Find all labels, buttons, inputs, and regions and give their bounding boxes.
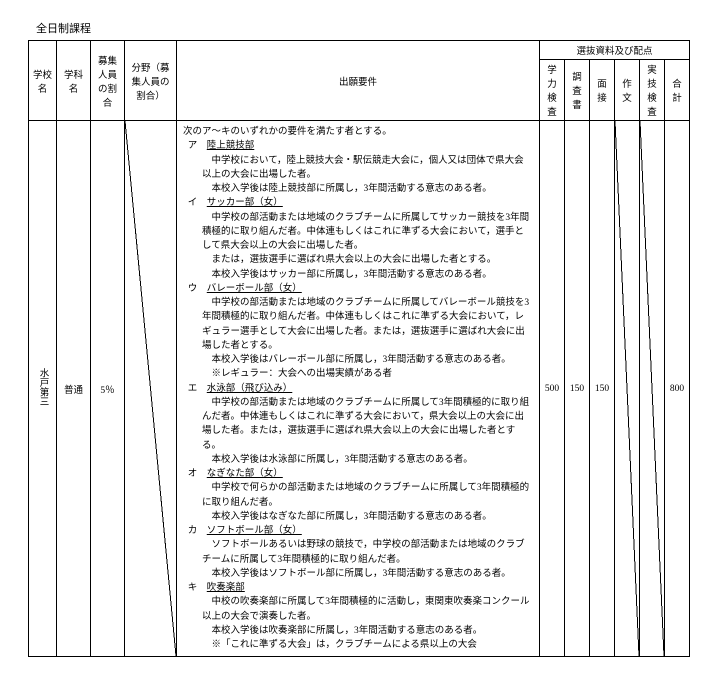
th-col-1: 調査書 bbox=[564, 60, 589, 121]
th-col-5: 合計 bbox=[664, 60, 689, 121]
th-dept: 学科名 bbox=[57, 41, 91, 121]
cell-field bbox=[125, 121, 177, 657]
th-req: 出願要件 bbox=[177, 41, 540, 121]
cell-score-goukei: 800 bbox=[664, 121, 689, 657]
main-table: 学校名 学科名 募集人員の割合 分野（募集人員の割合） 出願要件 選抜資料及び配… bbox=[28, 40, 690, 657]
table-row: 水戸第三 普通 5％ 次のア～キのいずれかの要件を満たす者とする。ア 陸上競技部… bbox=[29, 121, 690, 657]
cell-school: 水戸第三 bbox=[29, 121, 57, 657]
th-col-0: 学力検査 bbox=[539, 60, 564, 121]
th-ratio: 募集人員の割合 bbox=[91, 41, 125, 121]
th-selection-group: 選抜資料及び配点 bbox=[539, 41, 689, 60]
page-title: 全日制課程 bbox=[36, 20, 690, 36]
th-field: 分野（募集人員の割合） bbox=[125, 41, 177, 121]
cell-ratio: 5％ bbox=[91, 121, 125, 657]
th-col-3: 作文 bbox=[614, 60, 639, 121]
cell-score-gakuryoku: 500 bbox=[539, 121, 564, 657]
th-col-4: 実技検査 bbox=[639, 60, 664, 121]
cell-score-chosa: 150 bbox=[564, 121, 589, 657]
cell-dept: 普通 bbox=[57, 121, 91, 657]
th-col-2: 面接 bbox=[589, 60, 614, 121]
cell-score-sakubun bbox=[614, 121, 639, 657]
th-school: 学校名 bbox=[29, 41, 57, 121]
cell-score-jitsugi bbox=[639, 121, 664, 657]
cell-score-mensetsu: 150 bbox=[589, 121, 614, 657]
cell-requirements: 次のア～キのいずれかの要件を満たす者とする。ア 陸上競技部 中学校において，陸上… bbox=[177, 121, 540, 657]
